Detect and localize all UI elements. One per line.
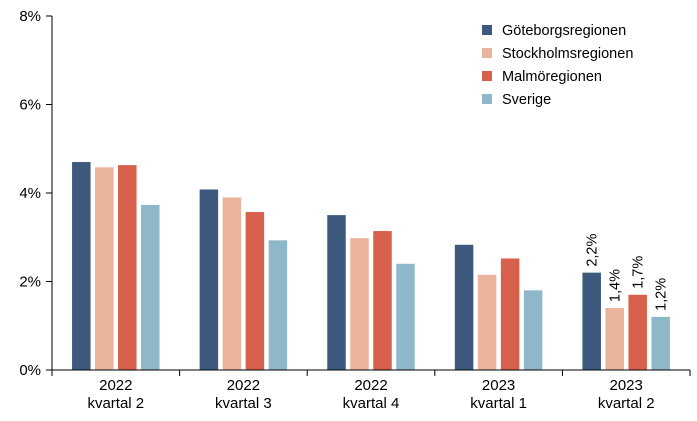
x-tick-label-year: 2022	[354, 377, 387, 394]
x-tick-label-quarter: kvartal 3	[215, 395, 272, 412]
data-label: 2,2%	[585, 233, 601, 266]
legend-swatch	[482, 48, 492, 58]
bar-1-0	[199, 189, 219, 370]
bar-0-2	[118, 165, 137, 370]
bar-4-3	[651, 316, 670, 370]
bar-2-3	[396, 263, 415, 370]
legend-swatch	[482, 25, 492, 35]
y-tick-label: 2%	[19, 274, 41, 291]
legend: Göteborgsregionen Stockholmsregionen Malmö…	[482, 23, 633, 108]
x-tick-label-year: 2022	[227, 377, 260, 394]
bar-4-2	[628, 294, 647, 370]
bar-4-1	[605, 308, 624, 370]
x-tick-label-year: 2023	[610, 377, 643, 394]
bar-0-0	[72, 162, 91, 370]
y-tick-label: 8%	[19, 8, 41, 25]
bar-groups	[72, 162, 670, 370]
legend-label: Göteborgsregionen	[502, 23, 626, 39]
y-tick-label: 0%	[19, 362, 41, 379]
bar-1-1	[222, 197, 242, 370]
legend-label: Stockholmsregionen	[502, 46, 633, 62]
y-axis-ticks: 0% 2% 4% 6% 8%	[19, 8, 53, 379]
bar-4-0	[582, 272, 601, 370]
x-tick-label-quarter: kvartal 1	[470, 395, 527, 412]
x-tick-label-quarter: kvartal 2	[598, 395, 655, 412]
bar-2-2	[373, 231, 392, 370]
legend-swatch	[482, 94, 492, 104]
y-tick-label: 6%	[19, 97, 41, 114]
bar-1-3	[268, 240, 288, 370]
bar-2-0	[327, 215, 346, 370]
bar-3-1	[477, 274, 497, 370]
bar-0-3	[141, 204, 160, 370]
y-tick-label: 4%	[19, 185, 41, 202]
legend-label: Sverige	[502, 92, 551, 108]
legend-swatch	[482, 71, 492, 81]
x-tick-label-quarter: kvartal 2	[87, 395, 144, 412]
bar-3-3	[523, 290, 543, 370]
data-label: 1,4%	[608, 269, 624, 302]
x-tick-label-year: 2023	[482, 377, 515, 394]
x-tick-label-year: 2022	[99, 377, 132, 394]
data-label: 1,2%	[654, 278, 670, 311]
data-labels: 2,2% 1,4% 1,7% 1,2%	[585, 233, 670, 310]
bar-0-1	[95, 167, 114, 370]
bar-2-1	[350, 238, 369, 370]
x-tick-label-quarter: kvartal 4	[343, 395, 400, 412]
bar-3-2	[500, 258, 520, 370]
data-label: 1,7%	[631, 256, 647, 289]
bar-3-0	[454, 244, 474, 370]
legend-label: Malmöregionen	[502, 69, 602, 85]
bar-1-2	[245, 212, 265, 370]
